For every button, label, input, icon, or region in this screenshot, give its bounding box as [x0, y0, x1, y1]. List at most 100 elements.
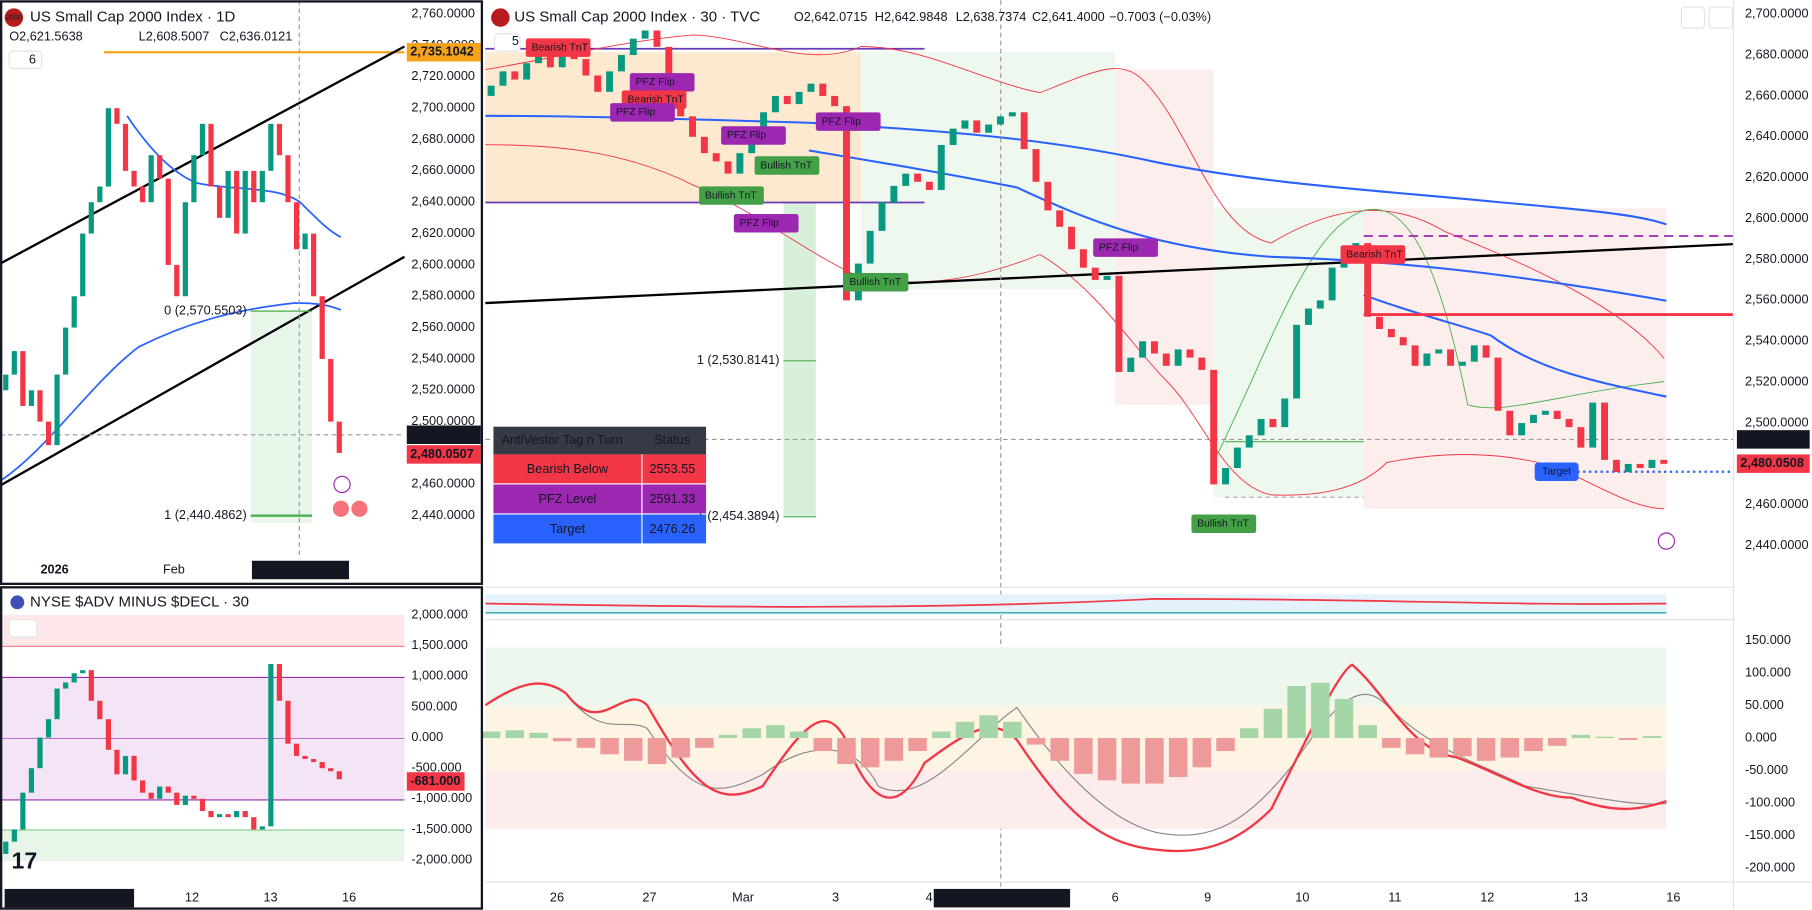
candle-body	[11, 351, 17, 375]
candle-body	[45, 719, 52, 738]
y-tick-label: 50.000	[1745, 697, 1784, 712]
crosshair-date: Wed 04 Mar '26	[255, 561, 346, 576]
candle-body	[665, 46, 673, 80]
y-tick-label: 2,640.0000	[1745, 128, 1809, 143]
candle-body	[1565, 418, 1573, 428]
histogram-bar	[1524, 738, 1543, 752]
candle-body	[157, 786, 163, 799]
fullscreen-button[interactable]	[1708, 6, 1733, 29]
candle-body	[629, 38, 637, 56]
candle-body	[88, 202, 94, 234]
candle-body	[582, 59, 590, 76]
crosshair-date-bg	[4, 888, 135, 908]
candle-body	[208, 123, 214, 187]
alert-icon[interactable]	[1657, 532, 1676, 550]
histogram-bar	[1074, 738, 1093, 774]
price-tag-bg	[1736, 454, 1810, 473]
ohlc-value: O2,642.0715	[794, 9, 867, 24]
y-tick-label: 2,440.0000	[411, 507, 475, 522]
candle-body	[771, 95, 779, 113]
price-tag-bg	[406, 772, 465, 791]
candle-body	[783, 95, 791, 105]
candle-body	[276, 123, 283, 156]
candle-body	[268, 664, 274, 827]
y-tick-label: 2,680.0000	[1745, 46, 1809, 61]
histogram-bar	[932, 731, 951, 739]
histogram-bar	[671, 738, 690, 758]
candle-body	[37, 737, 43, 769]
candle-body	[973, 120, 981, 133]
candle-body	[105, 719, 111, 750]
signal-line	[485, 682, 1667, 836]
histogram-bar	[789, 731, 809, 739]
candle-body	[80, 670, 86, 674]
candle-body	[293, 743, 300, 756]
histogram-bar	[647, 738, 667, 765]
indicator-toggle[interactable]	[8, 50, 43, 70]
signal-label: Bullish TnT	[849, 277, 901, 288]
band-mid	[1212, 208, 1665, 463]
table-cell: 2553.55	[649, 461, 695, 476]
y-tick-label: 2,660.0000	[411, 162, 475, 177]
candle-body	[1233, 447, 1241, 469]
candle-body	[1008, 112, 1016, 117]
candle-body	[3, 841, 9, 854]
histogram-bar	[481, 731, 501, 739]
alert-icon[interactable]	[333, 475, 351, 494]
y-tick-label: 2,760.0000	[411, 5, 475, 20]
histogram-bar	[1405, 738, 1425, 755]
candle-body	[997, 116, 1004, 125]
candle-body	[268, 123, 274, 171]
y-tick-label: 2,640.0000	[411, 194, 475, 209]
candle-body	[1139, 341, 1147, 358]
histogram-bar	[600, 738, 619, 755]
histogram-bar	[1476, 738, 1496, 761]
time-label: 16	[342, 890, 356, 905]
candle-body	[191, 795, 197, 799]
y-tick-label: 0.000	[1745, 729, 1777, 744]
candle-body	[1423, 353, 1431, 366]
histogram-bar	[1145, 738, 1164, 784]
candle-body	[1174, 349, 1182, 366]
y-tick-label: -1,000.000	[411, 790, 472, 805]
candle-body	[63, 682, 69, 689]
y-tick-label: 2,500.0000	[1745, 414, 1809, 429]
time-label: 9	[1204, 890, 1211, 905]
candle-body	[285, 155, 291, 203]
panel-frame	[0, 0, 484, 586]
strip-line	[485, 598, 1667, 608]
candle-body	[259, 826, 265, 830]
marks: 2,760.00002,740.00002,720.00002,700.0000…	[3, 5, 1810, 908]
left-drawings	[0, 0, 406, 555]
indicator-toggle[interactable]	[494, 33, 521, 52]
event-icon[interactable]	[351, 500, 368, 517]
candle-body	[208, 811, 214, 818]
signal-badge	[525, 38, 591, 57]
logo: 2000	[6, 14, 22, 21]
candle-body	[925, 181, 933, 190]
crosshair-date: Mon 09 Mar '26 17:00	[8, 890, 135, 905]
candle-body	[594, 75, 602, 92]
histogram-bar	[766, 725, 785, 739]
scroll-button[interactable]	[1680, 6, 1706, 29]
candle-body	[760, 112, 768, 127]
histogram-bar	[1500, 738, 1520, 758]
tv-logo: 17	[12, 847, 38, 873]
candle-body	[937, 144, 945, 190]
y-tick-label: 2,700.0000	[1745, 5, 1809, 20]
candle-body	[1648, 459, 1656, 469]
candle-body	[71, 296, 77, 328]
candle-body	[724, 161, 732, 174]
candle-body	[617, 55, 625, 72]
histogram-bar	[624, 738, 643, 761]
logo-bg	[491, 8, 510, 27]
time-label: 4	[926, 890, 933, 905]
candle-body	[1411, 345, 1419, 366]
collapse-button[interactable]	[8, 619, 38, 638]
candle-body	[819, 83, 827, 96]
candle-body	[97, 186, 103, 203]
candle-body	[1091, 267, 1099, 280]
moving-average	[808, 149, 1667, 302]
event-icon[interactable]	[332, 500, 349, 517]
